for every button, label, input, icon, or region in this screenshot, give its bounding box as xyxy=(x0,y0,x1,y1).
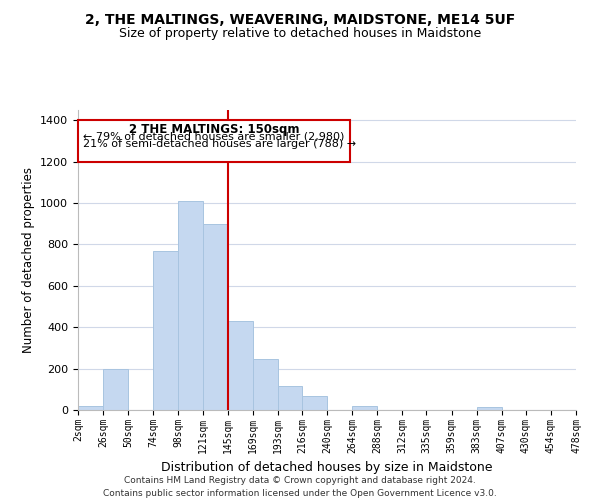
Bar xyxy=(227,321,253,410)
Bar xyxy=(203,224,227,410)
Bar xyxy=(154,250,178,410)
Text: Size of property relative to detached houses in Maidstone: Size of property relative to detached ho… xyxy=(119,28,481,40)
Text: Contains HM Land Registry data © Crown copyright and database right 2024.
Contai: Contains HM Land Registry data © Crown c… xyxy=(103,476,497,498)
Bar xyxy=(253,360,278,410)
FancyBboxPatch shape xyxy=(78,120,350,162)
Bar xyxy=(103,368,128,410)
Bar xyxy=(352,406,377,410)
Y-axis label: Number of detached properties: Number of detached properties xyxy=(22,167,35,353)
Bar xyxy=(476,407,502,410)
Text: 2 THE MALTINGS: 150sqm: 2 THE MALTINGS: 150sqm xyxy=(129,124,299,136)
Text: 21% of semi-detached houses are larger (788) →: 21% of semi-detached houses are larger (… xyxy=(83,139,356,149)
Bar xyxy=(178,201,203,410)
X-axis label: Distribution of detached houses by size in Maidstone: Distribution of detached houses by size … xyxy=(161,461,493,474)
Bar xyxy=(302,396,327,410)
Bar xyxy=(78,406,103,410)
Text: ← 79% of detached houses are smaller (2,980): ← 79% of detached houses are smaller (2,… xyxy=(83,132,344,141)
Bar xyxy=(278,386,302,410)
Text: 2, THE MALTINGS, WEAVERING, MAIDSTONE, ME14 5UF: 2, THE MALTINGS, WEAVERING, MAIDSTONE, M… xyxy=(85,12,515,26)
